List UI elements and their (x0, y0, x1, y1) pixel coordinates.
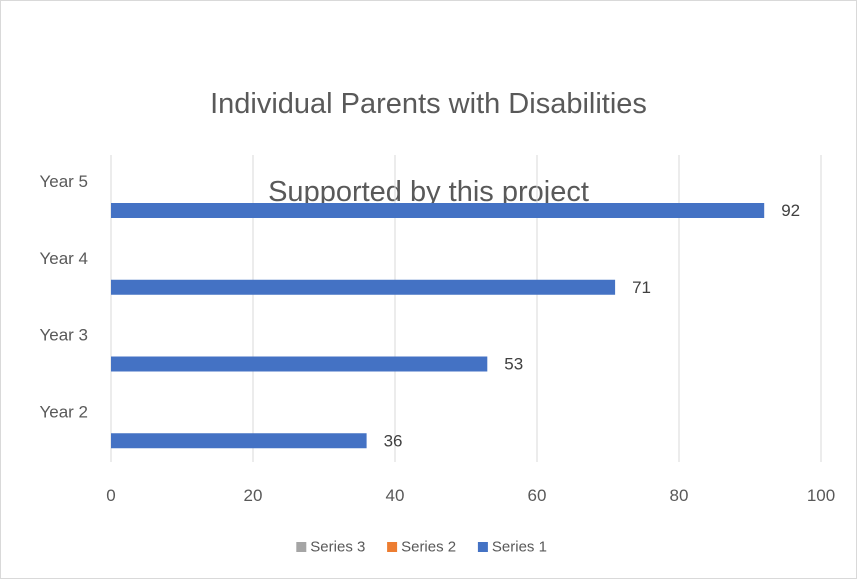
legend-label-series-2: Series 2 (401, 539, 456, 556)
x-tick-label-80: 80 (670, 486, 689, 505)
chart-title-line-2: Supported by this project (268, 176, 589, 208)
legend-label-series-1: Series 1 (492, 539, 547, 556)
y-category-label-year-5: Year 5 (39, 172, 88, 191)
legend-swatch-series-3 (296, 542, 307, 552)
x-tick-label-20: 20 (244, 486, 263, 505)
legend-swatch-series-2 (387, 542, 398, 552)
y-category-label-year-2: Year 2 (39, 402, 88, 421)
x-tick-label-100: 100 (807, 486, 835, 505)
y-category-label-year-4: Year 4 (39, 249, 88, 268)
x-tick-label-0: 0 (106, 486, 115, 505)
bar-series-1-year-4 (111, 279, 616, 295)
legend-swatch-series-1 (477, 542, 488, 552)
x-tick-label-60: 60 (528, 486, 547, 505)
data-label-year-3: 53 (504, 355, 523, 374)
data-label-year-4: 71 (632, 278, 651, 297)
bar-series-1-year-3 (111, 356, 488, 372)
x-tick-label-40: 40 (386, 486, 405, 505)
y-category-label-year-3: Year 3 (39, 326, 88, 345)
chart-title: Individual Parents with Disabilities Sup… (0, 38, 857, 258)
data-label-year-5: 92 (781, 201, 800, 220)
data-label-year-2: 36 (384, 431, 403, 450)
legend-label-series-3: Series 3 (310, 539, 365, 556)
bar-series-1-year-2 (111, 433, 367, 449)
chart-title-line-1: Individual Parents with Disabilities (210, 88, 647, 120)
bar-series-1-year-5 (111, 203, 765, 218)
